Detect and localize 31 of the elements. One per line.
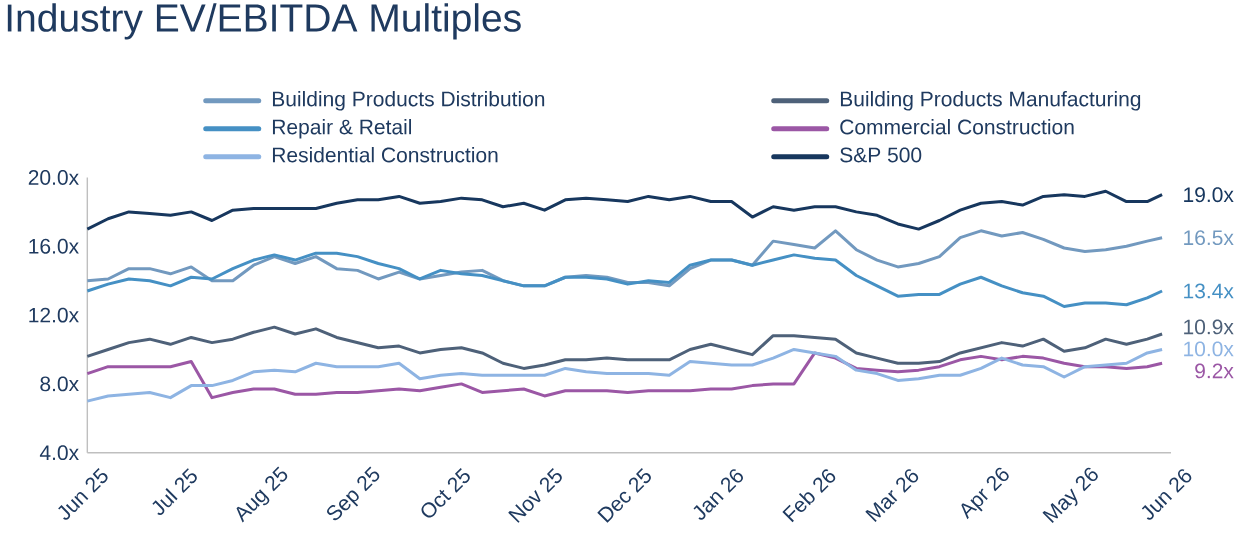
x-tick-label: Jan 26 [693, 469, 743, 520]
data-label: 9.2x [1195, 363, 1234, 379]
x-tick-label: Mar 26 [865, 469, 919, 523]
y-tick-label: 8.0x [40, 376, 79, 392]
x-tick-label: Oct 25 [421, 468, 470, 518]
legend-label: Building Products Manufacturing [840, 90, 1141, 111]
y-tick-label: 20.0x [28, 170, 79, 185]
chart-title: Industry EV/EBITDA Multiples [7, 3, 521, 40]
data-label: 13.4x [1184, 283, 1234, 299]
x-tick-label: Apr 26 [961, 467, 1009, 520]
data-label: 16.5x [1184, 230, 1234, 246]
data-label: 19.0x [1184, 187, 1234, 203]
x-tick-label: Jun 26 [1141, 469, 1192, 520]
y-tick-label: 4.0x [39, 445, 79, 461]
data-label: 10.0x [1184, 341, 1234, 357]
x-tick-label: Aug 25 [236, 466, 288, 523]
x-tick-label: Dec 25 [597, 468, 651, 523]
data-label: 10.9x [1184, 319, 1234, 335]
x-tick-label: Jul 25 [152, 468, 197, 516]
x-tick-label: Sep 25 [327, 466, 380, 521]
legend-label: Commercial Construction [840, 118, 1074, 135]
legend-label: S&P 500 [840, 147, 922, 163]
y-tick-label: 12.0x [29, 307, 79, 323]
x-tick-label: May 26 [1042, 467, 1098, 524]
legend-label: Repair & Retail [272, 118, 412, 139]
legend-label: Building Products Distribution [272, 90, 545, 111]
legend-label: Residential Construction [272, 146, 498, 163]
x-tick-label: Nov 25 [508, 468, 562, 523]
y-tick-label: 16.0x [29, 238, 79, 254]
x-tick-label: Feb 26 [782, 469, 836, 523]
x-tick-label: Jun 25 [58, 468, 108, 520]
